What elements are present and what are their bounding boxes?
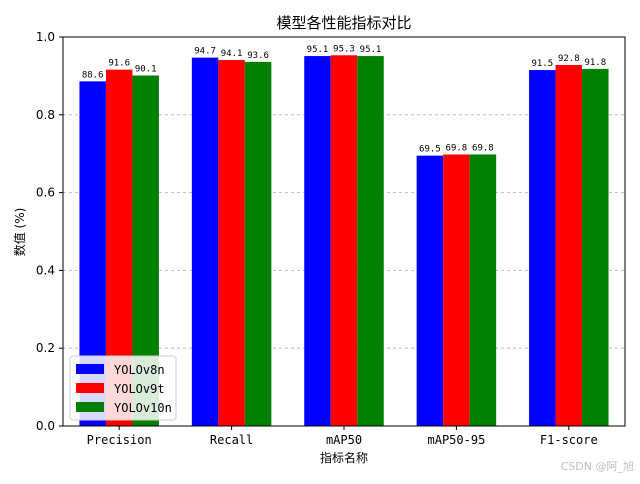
- y-tick-label: 0.0: [36, 419, 55, 433]
- bar: [304, 56, 331, 426]
- bar: [244, 61, 272, 427]
- x-axis-label: 指标名称: [320, 450, 368, 465]
- legend-label: YOLOv9t: [114, 382, 165, 396]
- data-label: 88.6: [82, 70, 104, 80]
- y-tick-label: 0.2: [36, 341, 55, 355]
- x-axis-ticks: Precision Recall mAP50 mAP50-95 F1-score: [87, 426, 598, 447]
- data-label: 94.1: [221, 49, 243, 59]
- x-tick-label: Precision: [87, 433, 152, 447]
- legend-swatch: [76, 383, 104, 393]
- legend-swatch: [76, 364, 104, 374]
- legend-label: YOLOv10n: [114, 401, 172, 415]
- watermark: CSDN @阿_旭: [560, 460, 634, 473]
- legend: YOLOv8n YOLOv9t YOLOv10n: [69, 355, 177, 421]
- bar: [582, 68, 609, 426]
- y-tick-label: 0.4: [36, 263, 55, 277]
- y-axis-ticks: 0.0 0.2 0.4 0.6 0.8 1.0: [36, 30, 63, 433]
- data-label: 69.5: [419, 145, 441, 155]
- data-label: 91.5: [531, 59, 553, 69]
- x-tick-label: mAP50: [326, 433, 362, 447]
- bar: [218, 59, 245, 427]
- data-label: 90.1: [135, 65, 157, 75]
- bar: [555, 65, 583, 427]
- bar: [416, 155, 444, 426]
- data-label: 69.8: [472, 143, 494, 153]
- data-label: 94.7: [194, 47, 216, 57]
- x-tick-label: Recall: [210, 433, 253, 447]
- data-label: 91.8: [584, 58, 606, 68]
- data-label: 93.6: [247, 51, 269, 61]
- data-label: 95.1: [307, 45, 329, 55]
- data-label: 95.1: [360, 45, 382, 55]
- y-tick-label: 0.6: [36, 186, 55, 200]
- bar: [529, 70, 556, 426]
- y-tick-label: 1.0: [36, 30, 55, 44]
- x-tick-label: mAP50-95: [428, 433, 486, 447]
- bar: [469, 154, 497, 426]
- data-labels: 88.6 91.6 90.1 94.7 94.1 93.6 95.1 95.3 95.1 69.5…: [82, 44, 606, 154]
- legend-label: YOLOv8n: [114, 363, 165, 377]
- bar: [330, 55, 358, 427]
- y-axis-label: 数值 (%): [12, 208, 27, 257]
- y-tick-label: 0.8: [36, 108, 55, 122]
- data-label: 69.8: [446, 143, 468, 153]
- legend-swatch: [76, 402, 104, 412]
- data-label: 95.3: [333, 44, 355, 54]
- chart-title: 模型各性能指标对比: [276, 14, 411, 32]
- data-label: 91.6: [108, 59, 130, 69]
- bar: [443, 154, 470, 426]
- bar: [191, 57, 219, 426]
- data-label: 92.8: [558, 54, 580, 64]
- x-tick-label: F1-score: [540, 433, 598, 447]
- bar: [357, 56, 384, 426]
